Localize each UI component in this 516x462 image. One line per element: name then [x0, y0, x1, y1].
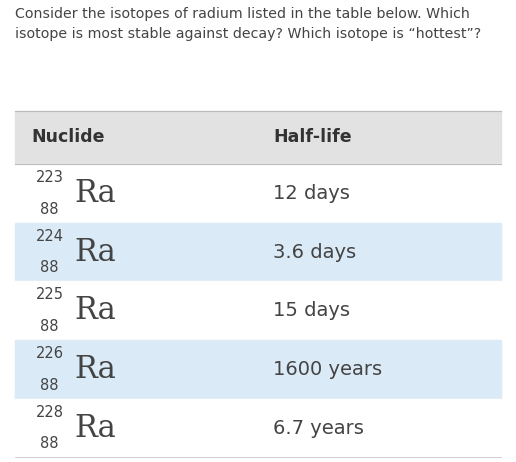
Text: Ra: Ra — [75, 354, 117, 385]
Text: Ra: Ra — [75, 178, 117, 209]
Text: 88: 88 — [40, 378, 59, 393]
Text: 1600 years: 1600 years — [273, 360, 382, 379]
Text: 88: 88 — [40, 436, 59, 451]
Text: 228: 228 — [36, 405, 64, 419]
Text: Nuclide: Nuclide — [31, 128, 104, 146]
Text: 88: 88 — [40, 201, 59, 217]
Bar — [15, 223, 501, 281]
Text: 88: 88 — [40, 319, 59, 334]
Text: 226: 226 — [36, 346, 64, 361]
Bar — [15, 111, 501, 164]
Bar — [15, 164, 501, 223]
Text: 225: 225 — [36, 287, 64, 302]
Text: Ra: Ra — [75, 237, 117, 267]
Text: 15 days: 15 days — [273, 301, 350, 320]
Bar — [15, 399, 501, 457]
Text: Ra: Ra — [75, 295, 117, 326]
Text: 3.6 days: 3.6 days — [273, 243, 357, 261]
Text: Consider the isotopes of radium listed in the table below. Which
isotope is most: Consider the isotopes of radium listed i… — [15, 7, 482, 41]
Text: Ra: Ra — [75, 413, 117, 444]
Text: 223: 223 — [36, 170, 64, 185]
Bar — [15, 340, 501, 399]
Text: 88: 88 — [40, 261, 59, 275]
Text: Half-life: Half-life — [273, 128, 352, 146]
Text: 224: 224 — [36, 229, 64, 244]
Bar — [15, 281, 501, 340]
Text: 12 days: 12 days — [273, 184, 350, 203]
Text: 6.7 years: 6.7 years — [273, 419, 364, 438]
